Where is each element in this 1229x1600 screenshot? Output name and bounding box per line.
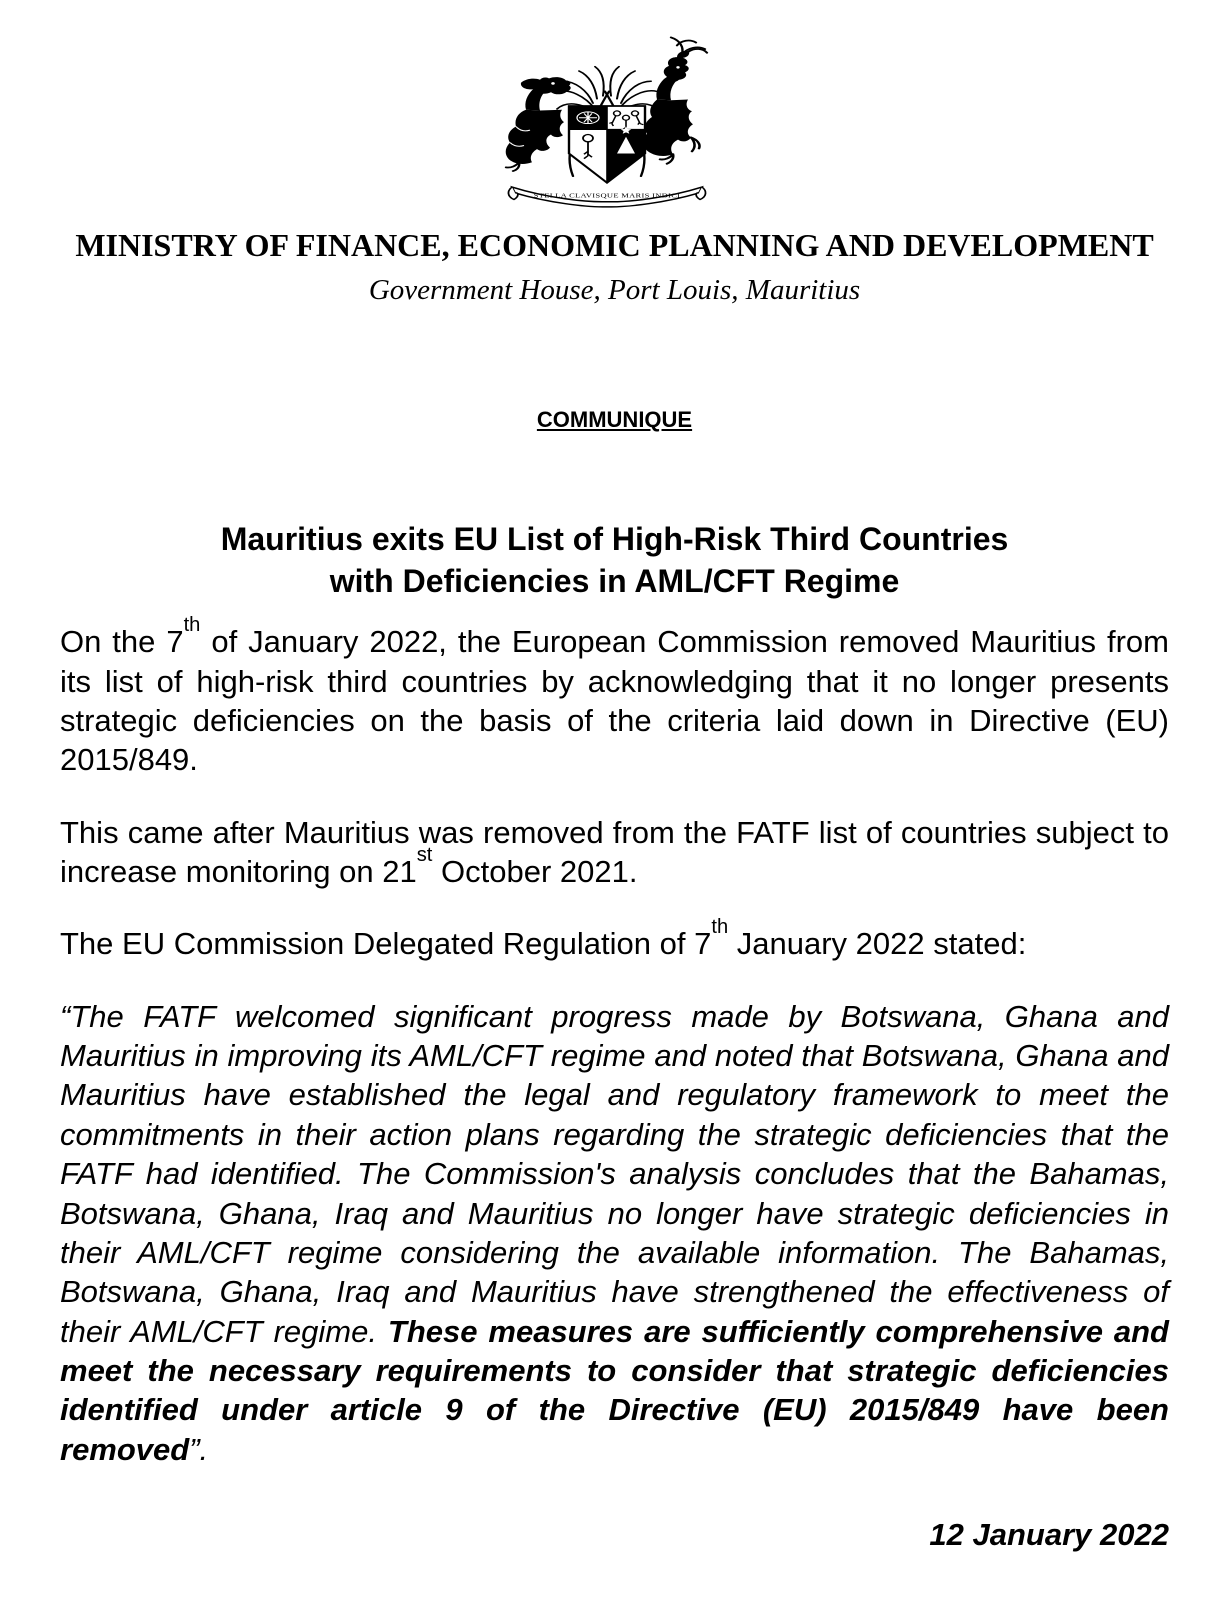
svg-text:STELLA CLAVISQUE MARIS INDICI: STELLA CLAVISQUE MARIS INDICI — [533, 191, 680, 199]
